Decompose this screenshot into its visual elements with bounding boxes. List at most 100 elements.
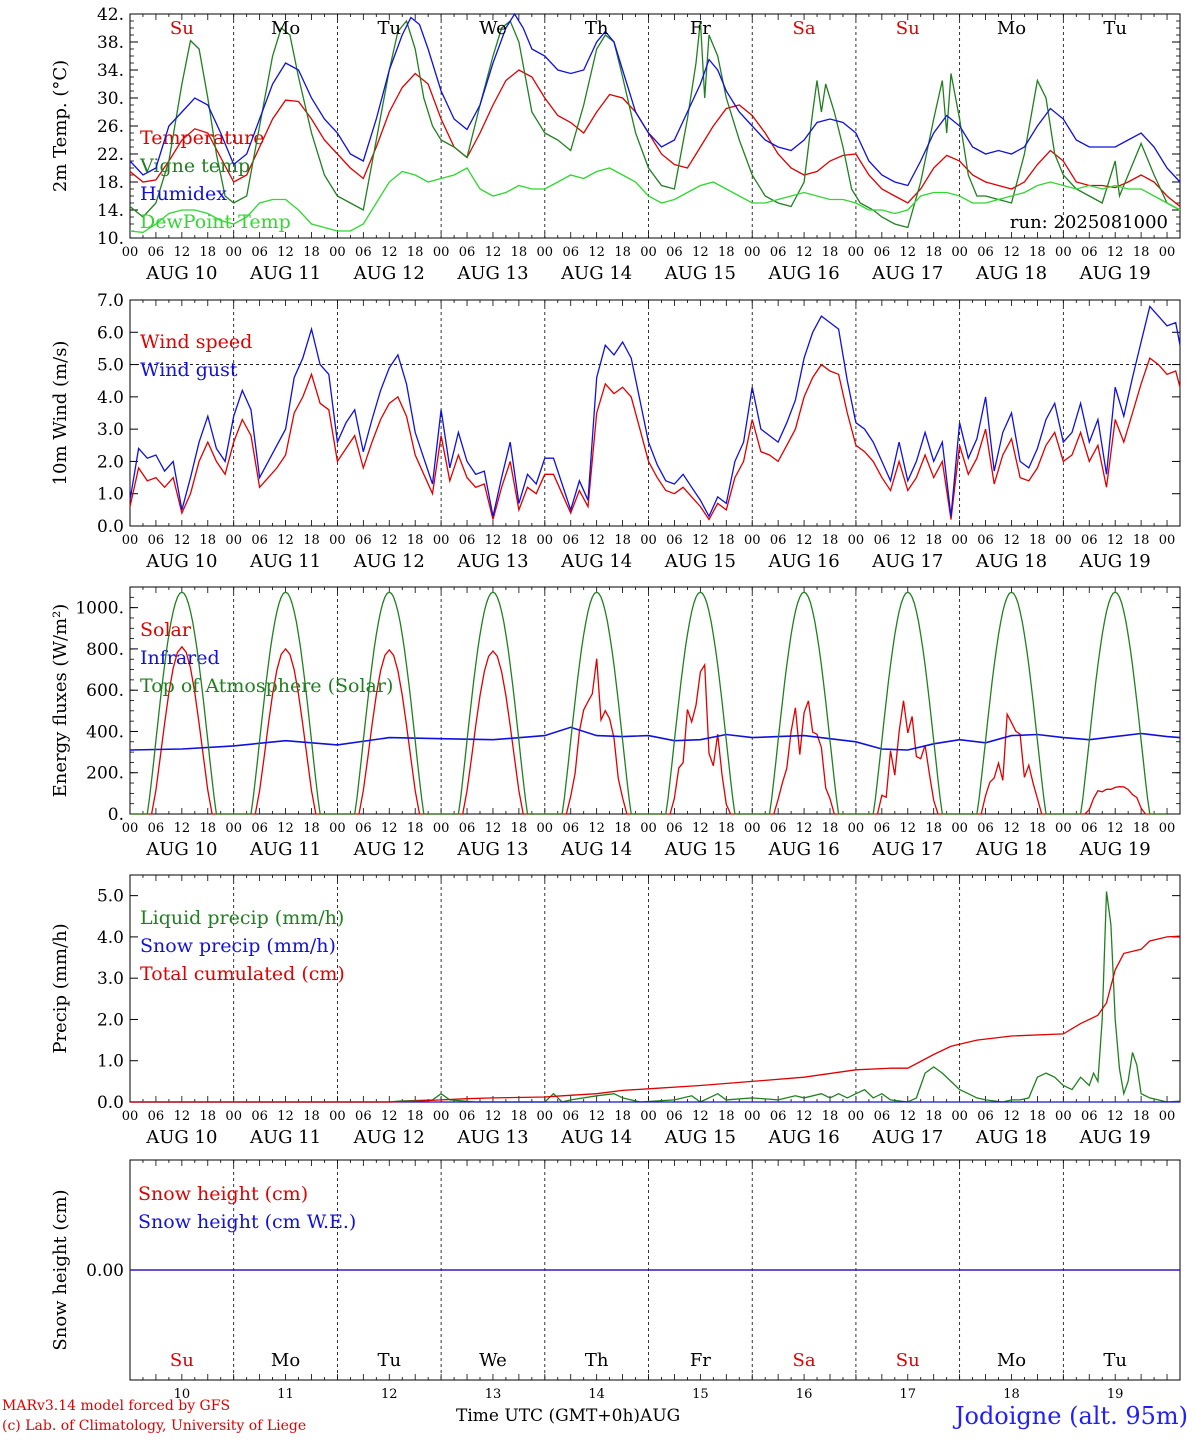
x-hour-label: 00 — [329, 821, 346, 836]
x-hour-label: 06 — [148, 1109, 165, 1124]
x-hour-label: 12 — [1107, 245, 1124, 260]
x-hour-label: 00 — [122, 1109, 139, 1124]
station-name: Jodoigne (alt. 95m) — [954, 1402, 1188, 1430]
x-hour-label: 06 — [355, 821, 372, 836]
series-line-flux-1 — [129, 726, 1181, 751]
x-hour-label: 12 — [588, 533, 605, 548]
x-date-label: AUG 17 — [871, 1127, 943, 1148]
series-line-flux-2 — [130, 591, 1167, 815]
day-of-week-label: Th — [585, 1350, 609, 1371]
run-label: run: 2025081000 — [1010, 212, 1168, 233]
x-date-label: AUG 11 — [249, 263, 321, 284]
x-hour-label: 06 — [666, 245, 683, 260]
y-tick-label: 0. — [108, 805, 124, 825]
x-hour-label: 06 — [977, 1109, 994, 1124]
x-date-label: AUG 17 — [871, 551, 943, 572]
y-axis-label: Precip (mm/h) — [50, 923, 71, 1053]
day-number-label: 11 — [277, 1387, 294, 1402]
legend-entry: Wind gust — [140, 359, 238, 381]
x-date-label: AUG 10 — [145, 1127, 217, 1148]
y-tick-label: 2.0 — [97, 1010, 124, 1030]
x-hour-label: 18 — [718, 245, 735, 260]
x-hour-label: 06 — [666, 821, 683, 836]
x-hour-label: 12 — [485, 1109, 502, 1124]
x-hour-label: 18 — [200, 245, 217, 260]
y-tick-label: 42. — [97, 5, 124, 25]
x-hour-label: 12 — [796, 1109, 813, 1124]
x-hour-label: 18 — [614, 821, 631, 836]
x-date-label: AUG 14 — [560, 551, 632, 572]
day-number-label: 13 — [485, 1387, 502, 1402]
x-hour-label: 18 — [822, 821, 839, 836]
x-hour-label: 12 — [692, 821, 709, 836]
x-hour-label: 18 — [1133, 1109, 1150, 1124]
x-hour-label: 18 — [511, 533, 528, 548]
x-hour-label: 18 — [200, 533, 217, 548]
x-hour-label: 00 — [433, 1109, 450, 1124]
x-hour-label: 12 — [1003, 821, 1020, 836]
series-line-temp-0 — [129, 69, 1181, 208]
x-hour-label: 06 — [874, 533, 891, 548]
x-hour-label: 18 — [407, 533, 424, 548]
x-date-label: AUG 16 — [767, 263, 839, 284]
x-hour-label: 12 — [1003, 1109, 1020, 1124]
x-hour-label: 00 — [848, 245, 865, 260]
x-hour-label: 18 — [718, 533, 735, 548]
x-hour-label: 00 — [537, 1109, 554, 1124]
day-of-week-label: Sa — [793, 1350, 816, 1371]
x-hour-label: 12 — [588, 821, 605, 836]
x-hour-label: 00 — [951, 1109, 968, 1124]
x-hour-label: 06 — [770, 245, 787, 260]
x-hour-label: 12 — [485, 821, 502, 836]
y-tick-label: 18. — [97, 173, 124, 193]
x-hour-label: 18 — [511, 1109, 528, 1124]
day-of-week-label: Mo — [271, 1350, 300, 1371]
x-date-label: AUG 13 — [456, 263, 528, 284]
day-of-week-label: Fr — [690, 1350, 711, 1371]
x-hour-label: 06 — [148, 245, 165, 260]
y-tick-label: 600. — [86, 681, 124, 701]
x-axis-title: Time UTC (GMT+0h)AUG — [456, 1406, 681, 1426]
x-hour-label: 00 — [1159, 245, 1176, 260]
legend-entry: Humidex — [140, 183, 227, 205]
y-tick-label: 4.0 — [97, 928, 124, 948]
x-hour-label: 06 — [1081, 821, 1098, 836]
x-hour-label: 12 — [381, 533, 398, 548]
y-tick-label: 2.0 — [97, 452, 124, 472]
x-hour-label: 12 — [174, 245, 191, 260]
x-hour-label: 00 — [122, 245, 139, 260]
x-hour-label: 06 — [459, 245, 476, 260]
x-hour-label: 06 — [977, 245, 994, 260]
x-hour-label: 00 — [433, 245, 450, 260]
x-hour-label: 12 — [1107, 533, 1124, 548]
x-hour-label: 00 — [744, 1109, 761, 1124]
x-hour-label: 06 — [562, 821, 579, 836]
day-of-week-label: Mo — [997, 1350, 1026, 1371]
x-hour-label: 00 — [640, 1109, 657, 1124]
x-hour-label: 06 — [459, 821, 476, 836]
x-hour-label: 00 — [951, 245, 968, 260]
x-hour-label: 06 — [770, 821, 787, 836]
x-hour-label: 06 — [1081, 245, 1098, 260]
x-hour-label: 18 — [407, 821, 424, 836]
y-tick-label: 30. — [97, 89, 124, 109]
day-number-label: 14 — [588, 1387, 605, 1402]
x-hour-label: 00 — [744, 821, 761, 836]
legend-entry: Snow height (cm) — [138, 1183, 308, 1205]
series-line-precip-2 — [130, 935, 1181, 1103]
x-hour-label: 18 — [822, 1109, 839, 1124]
x-hour-label: 00 — [1055, 1109, 1072, 1124]
x-hour-label: 00 — [1159, 821, 1176, 836]
x-hour-label: 06 — [148, 821, 165, 836]
x-hour-label: 06 — [148, 533, 165, 548]
x-date-label: AUG 15 — [664, 839, 736, 860]
x-hour-label: 12 — [692, 533, 709, 548]
x-hour-label: 12 — [796, 245, 813, 260]
x-hour-label: 18 — [718, 821, 735, 836]
legend-entry: DewPoint Temp — [140, 211, 291, 233]
y-tick-label: 26. — [97, 117, 124, 137]
x-date-label: AUG 18 — [975, 263, 1047, 284]
x-hour-label: 06 — [770, 1109, 787, 1124]
x-hour-label: 06 — [874, 245, 891, 260]
x-hour-label: 00 — [1055, 245, 1072, 260]
